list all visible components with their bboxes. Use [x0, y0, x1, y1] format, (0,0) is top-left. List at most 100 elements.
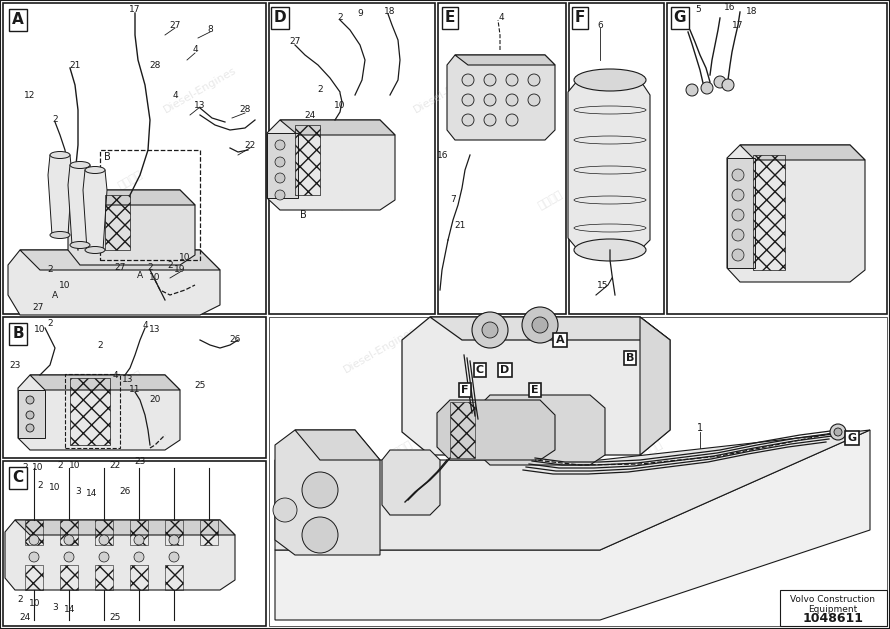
Text: A: A	[137, 270, 143, 279]
Text: 1048611: 1048611	[803, 611, 863, 625]
Text: 柴发动力: 柴发动力	[116, 169, 144, 191]
Text: 27: 27	[289, 38, 301, 47]
Circle shape	[482, 322, 498, 338]
Bar	[3, 461, 266, 626]
Circle shape	[462, 74, 474, 86]
Text: Equipment: Equipment	[808, 606, 858, 615]
Circle shape	[484, 114, 496, 126]
Circle shape	[302, 517, 338, 553]
Circle shape	[834, 428, 842, 436]
Text: 14: 14	[86, 489, 98, 498]
Text: 柴发动力: 柴发动力	[736, 189, 764, 211]
Polygon shape	[727, 145, 865, 282]
Circle shape	[722, 79, 734, 91]
Polygon shape	[275, 430, 870, 550]
Polygon shape	[8, 250, 220, 315]
Text: 23: 23	[134, 457, 146, 467]
Bar	[667, 3, 887, 314]
Polygon shape	[5, 520, 235, 590]
Text: 16: 16	[437, 150, 449, 160]
Text: 柴发动力: 柴发动力	[116, 369, 144, 391]
Bar	[95, 520, 113, 545]
Text: 21: 21	[454, 221, 465, 230]
Circle shape	[169, 535, 179, 545]
Text: 2: 2	[57, 460, 63, 469]
Circle shape	[462, 114, 474, 126]
Text: 2: 2	[37, 481, 43, 489]
Text: Volvo Construction: Volvo Construction	[790, 596, 876, 604]
Text: 4: 4	[112, 370, 117, 379]
Circle shape	[714, 76, 726, 88]
Polygon shape	[740, 145, 865, 160]
Text: 2: 2	[337, 13, 343, 23]
Polygon shape	[275, 430, 870, 620]
Bar	[569, 3, 664, 314]
Text: A: A	[12, 13, 24, 28]
Text: F: F	[461, 385, 469, 395]
Text: 2: 2	[22, 464, 28, 472]
Bar	[60, 520, 78, 545]
Text: Diesel-Engines: Diesel-Engines	[712, 455, 789, 505]
Text: 2: 2	[97, 340, 103, 350]
Circle shape	[701, 82, 713, 94]
Bar	[295, 125, 320, 195]
Text: 1: 1	[697, 423, 703, 433]
Ellipse shape	[50, 231, 70, 238]
Circle shape	[732, 249, 744, 261]
Polygon shape	[447, 55, 555, 140]
Text: 柴发动力: 柴发动力	[116, 539, 144, 561]
Text: G: G	[847, 433, 856, 443]
Text: D: D	[274, 11, 287, 26]
Text: 2: 2	[47, 265, 53, 274]
Polygon shape	[267, 120, 395, 210]
Circle shape	[528, 74, 540, 86]
Polygon shape	[30, 375, 180, 390]
Polygon shape	[48, 155, 72, 235]
Bar	[105, 195, 130, 250]
Text: A: A	[555, 335, 564, 345]
Polygon shape	[568, 80, 650, 250]
Bar	[70, 378, 110, 445]
Text: D: D	[500, 365, 510, 375]
Circle shape	[26, 411, 34, 419]
Circle shape	[532, 317, 548, 333]
Ellipse shape	[574, 239, 646, 261]
Circle shape	[732, 229, 744, 241]
Bar	[3, 317, 266, 458]
Polygon shape	[18, 390, 45, 438]
Text: 3: 3	[75, 487, 81, 496]
Polygon shape	[295, 430, 380, 460]
Bar	[100, 150, 200, 260]
Circle shape	[472, 312, 508, 348]
Polygon shape	[640, 317, 670, 455]
Text: 4: 4	[192, 45, 198, 55]
Polygon shape	[455, 55, 555, 65]
Text: 16: 16	[724, 3, 736, 11]
Polygon shape	[80, 190, 195, 205]
Text: 20: 20	[150, 396, 161, 404]
Bar	[165, 565, 183, 590]
Bar	[438, 3, 566, 314]
Polygon shape	[402, 317, 670, 455]
Text: 12: 12	[24, 91, 36, 99]
Text: 23: 23	[9, 360, 20, 369]
Polygon shape	[18, 375, 180, 450]
Text: G: G	[674, 11, 686, 26]
Bar	[780, 590, 887, 626]
Text: 15: 15	[597, 281, 609, 289]
Circle shape	[506, 94, 518, 106]
Polygon shape	[15, 520, 235, 535]
Text: 17: 17	[129, 6, 141, 14]
Text: E: E	[445, 11, 455, 26]
Circle shape	[830, 424, 846, 440]
Text: 柴发动力: 柴发动力	[336, 189, 364, 211]
Text: 26: 26	[119, 487, 131, 496]
Ellipse shape	[85, 247, 105, 253]
Bar	[165, 520, 183, 545]
Polygon shape	[68, 190, 195, 265]
Circle shape	[99, 535, 109, 545]
Circle shape	[528, 94, 540, 106]
Text: 8: 8	[207, 26, 213, 35]
Ellipse shape	[574, 69, 646, 91]
Text: 10: 10	[150, 274, 161, 282]
